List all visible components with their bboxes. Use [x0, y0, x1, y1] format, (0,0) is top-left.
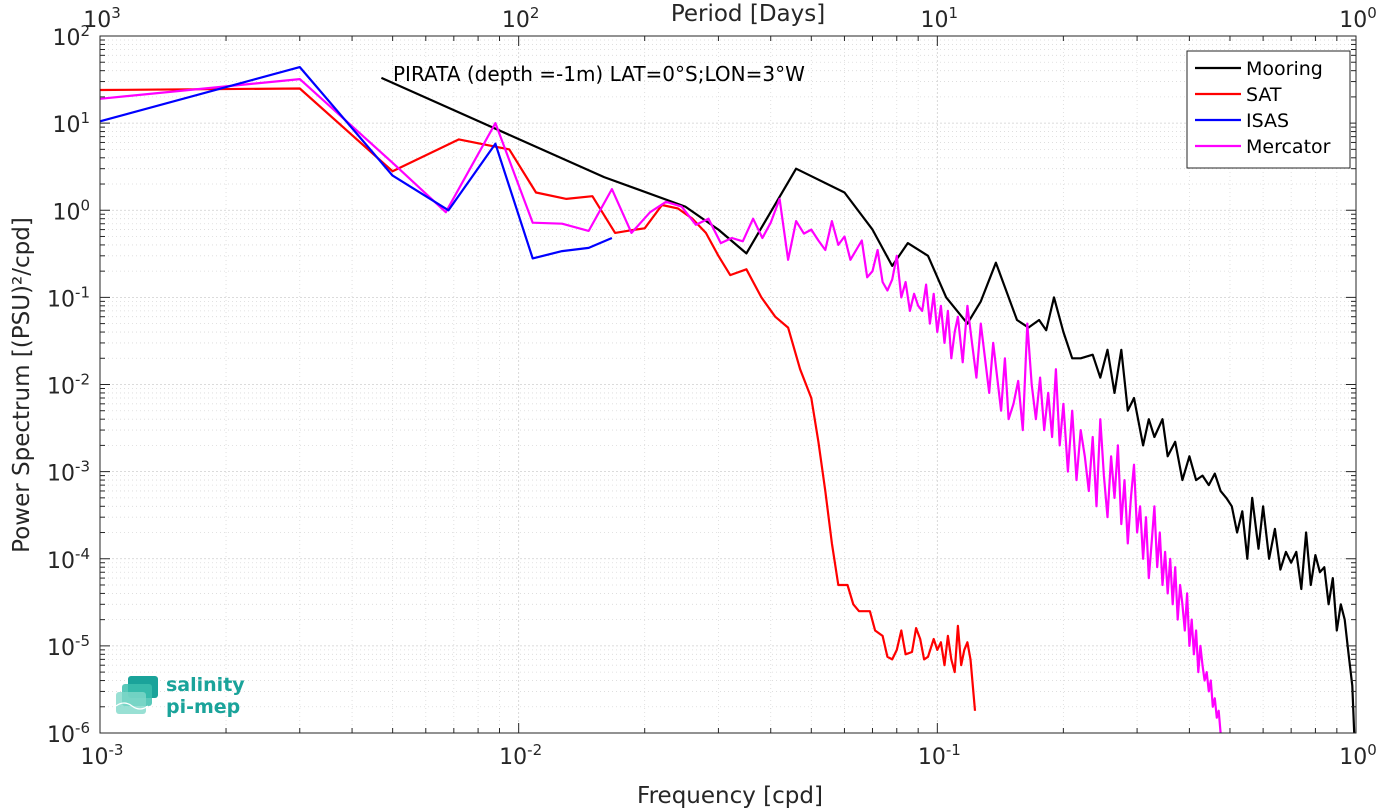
x-tick-label: 100: [1339, 741, 1377, 770]
series-line-mercator: [99, 77, 1222, 734]
tick-marks: [99, 35, 1357, 734]
top-tick-label: 101: [921, 4, 959, 33]
top-tick-label: 103: [83, 4, 121, 33]
series-line-sat: [99, 87, 977, 711]
logo-line-2: pi-mep: [166, 696, 241, 718]
x-tick-label: 10-1: [918, 741, 961, 770]
x-tick-label: 10-2: [499, 741, 542, 770]
major-grid: [99, 35, 1357, 734]
y-tick-label: 10-3: [47, 458, 90, 487]
legend-label-isas: ISAS: [1246, 110, 1289, 132]
pi-mep-logo-icon: [115, 676, 158, 714]
legend-label-mooring: Mooring: [1246, 58, 1323, 80]
series-line-isas: [99, 65, 613, 260]
y-tick-label: 102: [52, 22, 90, 51]
y-tick-label: 101: [52, 109, 90, 138]
y-tick-label: 10-5: [47, 632, 90, 661]
logo-line-1: salinity: [166, 674, 245, 696]
y-tick-label: 10-1: [47, 283, 90, 312]
y-tick-label: 10-4: [47, 545, 90, 574]
legend: Mooring SAT ISAS Mercator: [1186, 50, 1351, 169]
x-tick-label: 10-3: [81, 741, 124, 770]
legend-box: [1186, 50, 1351, 169]
legend-label-sat: SAT: [1246, 84, 1282, 106]
pi-mep-logo: salinity pi-mep: [166, 674, 245, 718]
top-axis-label: Period [Days]: [671, 1, 825, 27]
top-tick-label: 100: [1339, 4, 1377, 33]
x-axis-label: Frequency [cpd]: [637, 783, 823, 809]
y-axis-label: Power Spectrum [(PSU)²/cpd]: [9, 217, 35, 553]
y-tick-label: 100: [52, 196, 90, 225]
series-line-mooring: [380, 76, 1356, 734]
series-layer: [99, 65, 1356, 734]
y-tick-label: 10-2: [47, 371, 90, 400]
legend-label-mercator: Mercator: [1246, 136, 1331, 158]
plot-annotation: PIRATA (depth =-1m) LAT=0°S;LON=3°W: [393, 62, 805, 86]
y-tick-label: 10-6: [47, 719, 90, 748]
top-tick-label: 102: [502, 4, 540, 33]
